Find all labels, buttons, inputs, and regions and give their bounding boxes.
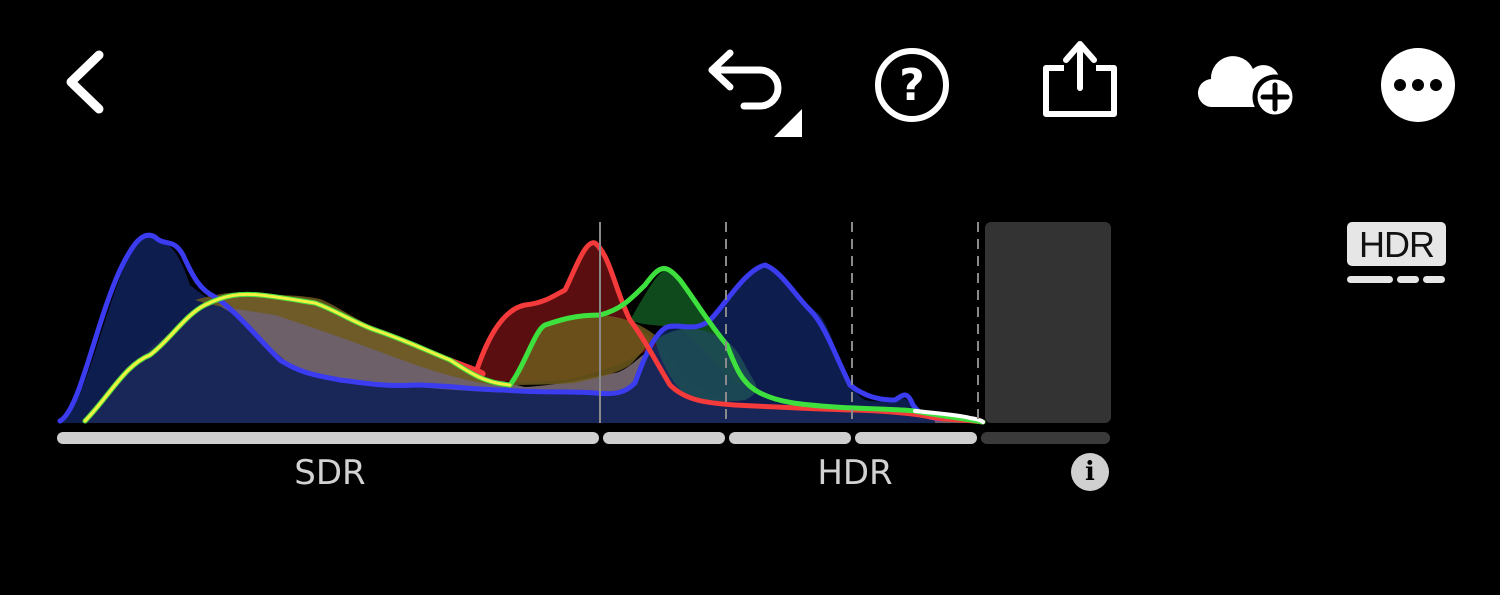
hdr-stop-2-bar [729,432,851,444]
undo-button[interactable] [700,45,810,140]
histogram[interactable] [55,215,1115,430]
luminance-line [83,292,512,423]
share-icon [1043,41,1117,117]
help-button[interactable]: ? [872,45,952,125]
share-button[interactable] [1038,36,1122,122]
hdr-headroom-zone [985,222,1111,423]
hdr-toggle-segment [1347,276,1393,283]
headroom-bar [981,432,1110,444]
bg-overlap-fill [655,328,757,402]
sdr-label: SDR [294,453,366,493]
undo-icon [708,49,802,137]
hdr-toggle-button[interactable]: HDR [1345,220,1448,286]
hdr-toggle-segment [1423,276,1445,283]
cloud-add-button[interactable] [1195,45,1300,120]
sdr-range-bar [57,432,599,444]
back-button[interactable] [55,45,115,120]
hdr-stop-1-bar [603,432,725,444]
blue-channel-line [57,232,943,424]
svg-text:?: ? [899,60,925,111]
help-icon: ? [875,48,949,122]
hdr-stop-3-bar [855,432,977,444]
more-button[interactable] [1378,45,1458,125]
top-toolbar: ? [0,0,1500,170]
rg-overlap-fill [195,292,655,385]
cloud-add-icon [1197,56,1298,120]
white-clip-line [913,409,985,424]
undo-history-corner-icon [774,109,802,137]
hdr-toggle-segment [1397,276,1419,283]
hdr-label: HDR [817,453,893,493]
hdr-toggle-label: HDR [1347,222,1446,266]
more-icon [1381,48,1455,122]
info-icon[interactable]: i [1071,453,1109,491]
histogram-plot [57,222,1111,425]
back-chevron-icon [66,50,104,114]
